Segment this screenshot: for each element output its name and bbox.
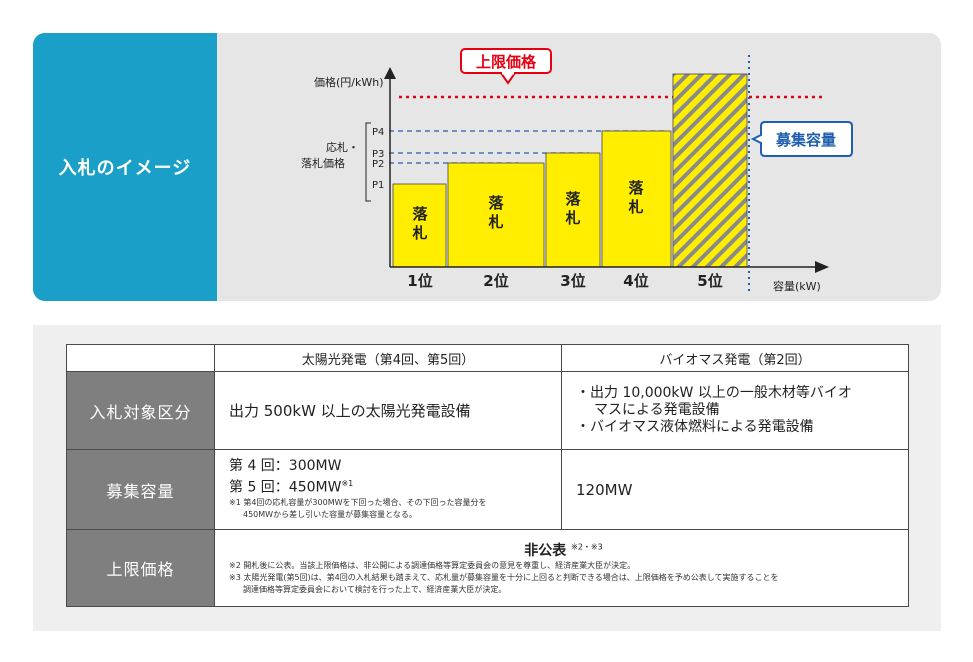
svg-text:札: 札: [627, 198, 643, 216]
price-level-p2: P2: [372, 159, 384, 170]
upper-limit-note-3b: 調達価格等算定委員会において検討を行った上で、経済産業大臣が決定。: [243, 585, 507, 594]
award-label-2: 落札: [487, 194, 504, 231]
row-header-capacity: 募集容量: [66, 449, 215, 530]
upper-limit-value-line: 非公表 ※2・※3: [229, 540, 898, 560]
bid-price-label-2: 落札価格: [301, 156, 345, 170]
svg-text:落: 落: [488, 194, 504, 212]
column-header-solar: 太陽光発電（第4回、第5回）: [214, 344, 562, 372]
capacity-note-mark: ※1: [341, 479, 354, 489]
bidding-conditions-table: 太陽光発電（第4回、第5回） バイオマス発電（第2回） 入札対象区分 出力 50…: [66, 344, 909, 607]
table-row-capacity: 募集容量 第 4 回：300MW 第 5 回：450MW※1 ※1 第4回の応札…: [66, 449, 909, 530]
svg-text:落: 落: [628, 179, 644, 197]
rank-label-3: 3位: [560, 272, 585, 290]
award-label-1: 落札: [411, 205, 428, 242]
table-corner-cell: [66, 344, 215, 372]
price-level-p1: P1: [372, 180, 384, 191]
rank-label-5: 5位: [697, 272, 722, 290]
capacity-biomass-value: 120MW: [576, 480, 633, 499]
bid-price-label-1: 応札・: [326, 140, 359, 154]
table-row-eligibility: 入札対象区分 出力 500kW 以上の太陽光発電設備 ・出力 10,000kW …: [66, 371, 909, 450]
bar-rank-2: [447, 162, 545, 268]
upper-limit-note-2: ※2 開札後に公表。当該上限価格は、非公開による調達価格等算定委員会の意見を尊重…: [229, 561, 636, 570]
bidding-conditions-panel: 太陽光発電（第4回、第5回） バイオマス発電（第2回） 入札対象区分 出力 50…: [33, 325, 941, 631]
price-level-p4: P4: [372, 127, 384, 138]
capacity-round-4: 第 4 回：300MW: [229, 458, 342, 475]
upper-limit-label: 上限価格: [476, 53, 537, 71]
svg-text:札: 札: [564, 209, 580, 227]
bidding-image-panel: 入札のイメージ 上限価格 落札: [33, 33, 941, 301]
x-axis-label: 容量(kW): [773, 279, 821, 293]
x-axis-arrow: [815, 261, 829, 273]
cell-eligibility-solar: 出力 500kW 以上の太陽光発電設備: [214, 371, 562, 450]
cell-eligibility-biomass: ・出力 10,000kW 以上の一般木材等バイオ マスによる発電設備 ・バイオマ…: [561, 371, 909, 450]
bar-rank-4: [601, 130, 672, 268]
eligibility-solar-text: 出力 500kW 以上の太陽光発電設備: [229, 402, 471, 420]
upper-limit-note-3a: ※3 太陽光発電(第5回)は、第4回の入札結果も踏まえて、応札量が募集容量を十分…: [229, 573, 779, 582]
capacity-round-5-value: 第 5 回：450MW: [229, 479, 342, 496]
award-label-4: 落札: [627, 179, 644, 216]
award-label-3: 落札: [564, 190, 581, 227]
eligibility-biomass-item-1a: ・出力 10,000kW 以上の一般木材等バイオ: [576, 385, 852, 401]
capacity-label: 募集容量: [775, 131, 836, 149]
svg-text:落: 落: [412, 205, 428, 223]
rank-label-4: 4位: [623, 272, 648, 290]
upper-limit-note-mark: ※2・※3: [571, 542, 603, 552]
y-axis-label: 価格(円/kWh): [314, 75, 384, 89]
price-level-p3: P3: [372, 149, 384, 160]
bar-rank-1: [392, 183, 447, 268]
bidding-diagram: 上限価格 落札 落札 落札 落札 募集容量: [301, 48, 853, 293]
svg-text:札: 札: [487, 213, 503, 231]
cell-capacity-solar: 第 4 回：300MW 第 5 回：450MW※1 ※1 第4回の応札容量が30…: [214, 449, 562, 530]
rank-label-2: 2位: [483, 272, 508, 290]
table-row-upper-limit: 上限価格 非公表 ※2・※3 ※2 開札後に公表。当該上限価格は、非公開による調…: [66, 529, 909, 607]
eligibility-biomass-item-1b: マスによる発電設備: [594, 402, 720, 418]
bar-rank-3: [545, 152, 601, 268]
capacity-note-b: 450MWから差し引いた容量が募集容量となる。: [243, 509, 417, 519]
rank-label-1: 1位: [407, 272, 432, 290]
capacity-round-5: 第 5 回：450MW※1: [229, 475, 551, 497]
y-axis-arrow: [384, 67, 396, 79]
upper-limit-value: 非公表: [524, 543, 567, 559]
cell-capacity-biomass: 120MW: [561, 449, 909, 530]
svg-text:落: 落: [565, 190, 581, 208]
eligibility-biomass-item-2: ・バイオマス液体燃料による発電設備: [576, 419, 814, 435]
cell-upper-limit: 非公表 ※2・※3 ※2 開札後に公表。当該上限価格は、非公開による調達価格等算…: [214, 529, 909, 607]
bar-rank-5: [672, 73, 748, 268]
capacity-note-a: ※1 第4回の応札容量が300MWを下回った場合、その下回った容量分を: [229, 497, 487, 507]
price-bracket: [365, 122, 371, 202]
column-header-biomass: バイオマス発電（第2回）: [561, 344, 909, 372]
row-header-upper-limit: 上限価格: [66, 529, 215, 607]
table-header-row: 太陽光発電（第4回、第5回） バイオマス発電（第2回）: [66, 344, 909, 372]
svg-text:札: 札: [411, 224, 427, 242]
bidding-image-label: 入札のイメージ: [33, 33, 217, 301]
capacity-callout-box: [750, 121, 853, 157]
row-header-eligibility: 入札対象区分: [66, 371, 215, 450]
